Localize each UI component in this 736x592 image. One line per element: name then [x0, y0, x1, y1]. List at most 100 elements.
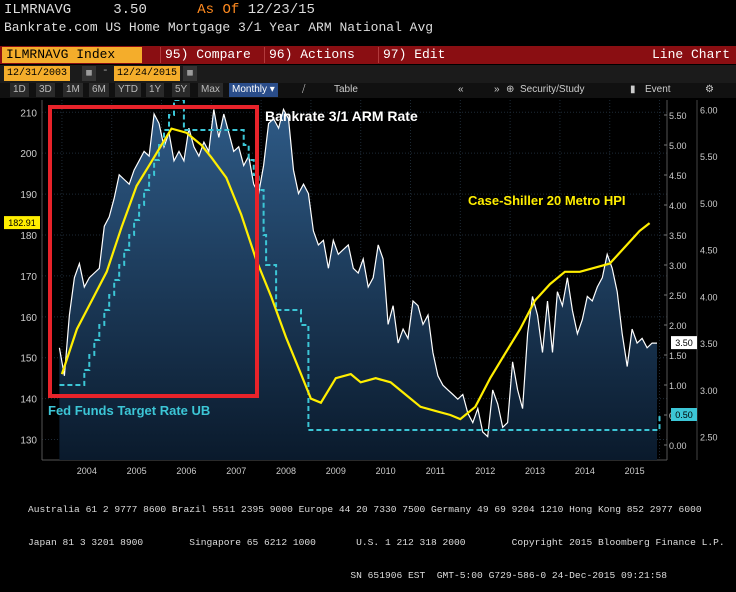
last-value-labels: 182.91 3.50 0.50 [4, 216, 697, 421]
footer-line-1: Australia 61 2 9777 8600 Brazil 5511 239… [28, 504, 702, 515]
period-1y[interactable]: 1Y [146, 83, 165, 97]
frequency-dropdown[interactable]: Monthly ▾ [229, 83, 278, 97]
start-date-field[interactable]: 12/31/2003 [4, 66, 71, 81]
right-tick-label: 6.00 [700, 105, 718, 115]
x-tick-label: 2014 [575, 466, 595, 476]
right-tick-label: 3.50 [700, 339, 718, 349]
period-max[interactable]: Max [198, 83, 223, 97]
mid-tick-label: 3.50 [669, 231, 687, 241]
gear-icon[interactable]: ⚙ [705, 84, 714, 95]
frequency-label: Monthly [232, 84, 268, 95]
edit-button[interactable]: 97) Edit [378, 47, 464, 63]
left-tick-label: 200 [20, 149, 37, 160]
left-tick-label: 160 [20, 313, 37, 324]
as-of-date: 12/23/15 [247, 2, 315, 18]
chart-canvas: 130 140 150 160 170 180 190 200 210 0.00 0.50 1.00… [0, 98, 736, 482]
x-tick-label: 2007 [226, 466, 246, 476]
hpi-last-value-box [4, 216, 40, 230]
chevron-down-icon: ▾ [269, 84, 275, 95]
footer-line-2: Japan 81 3 3201 8900 Singapore 65 6212 1… [28, 537, 725, 548]
calendar-icon[interactable]: ▦ [82, 66, 96, 81]
x-tick-label: 2013 [525, 466, 545, 476]
left-tick-label: 170 [20, 272, 37, 283]
right-tick-label: 4.50 [700, 246, 718, 256]
period-bar [0, 83, 736, 99]
left-tick-label: 210 [20, 108, 37, 119]
arm-rate-line [58, 107, 657, 438]
case-shiller-line [60, 127, 651, 421]
calendar-icon[interactable]: ▦ [183, 66, 197, 81]
ffr-last-value-box [671, 408, 697, 421]
mid-tick-label: 5.00 [669, 141, 687, 151]
highlight-box [48, 105, 259, 398]
ffr-last-value: 0.50 [675, 410, 693, 420]
scroll-right-icon[interactable]: » [494, 84, 500, 95]
left-tick-label: 190 [20, 190, 37, 201]
ticker-value: 3.50 [113, 2, 147, 18]
actions-button[interactable]: 96) Actions [264, 47, 366, 63]
x-tick-label: 2008 [276, 466, 296, 476]
period-ytd[interactable]: YTD [115, 83, 141, 97]
x-tick-label: 2006 [176, 466, 196, 476]
mid-tick-label: 0.00 [669, 441, 687, 451]
ffr-annotation: Fed Funds Target Rate UB [48, 403, 210, 418]
left-tick-label: 180 [20, 231, 37, 242]
x-tick-label: 2005 [127, 466, 147, 476]
arm-rate-area [59, 109, 657, 460]
scroll-left-icon[interactable]: « [458, 84, 464, 95]
left-tick-label: 140 [20, 395, 37, 406]
end-date-field[interactable]: 12/24/2015 [114, 66, 181, 81]
x-tick-label: 2012 [475, 466, 495, 476]
index-field[interactable]: ILMRNAVG Index [2, 47, 142, 63]
arm-annotation: Bankrate 3/1 ARM Rate [265, 108, 418, 124]
arm-last-value: 3.50 [675, 338, 693, 348]
table-button[interactable]: Table [334, 84, 358, 95]
x-tick-label: 2004 [77, 466, 97, 476]
as-of-label: As Of [197, 2, 240, 18]
arm-last-value-box [671, 336, 697, 350]
hpi-last-value: 182.91 [8, 218, 36, 228]
footer: Australia 61 2 9777 8600 Brazil 5511 239… [28, 482, 725, 592]
x-axis: 2004 2005 2006 2007 2008 2009 2010 2011 2012 2013… [77, 466, 645, 476]
chart-type-label: Line Chart [651, 47, 730, 62]
footer-line-3: SN 651906 EST GMT-5:00 G729-586-0 24-Dec… [28, 570, 668, 581]
fed-funds-line [59, 100, 661, 431]
period-6m[interactable]: 6M [89, 83, 109, 97]
compare-button[interactable]: 95) Compare [160, 47, 272, 63]
x-tick-label: 2010 [376, 466, 396, 476]
date-separator: - [102, 65, 109, 77]
right-axis: 2.50 3.00 3.50 4.00 4.50 5.00 5.50 6.00 [696, 100, 718, 460]
date-range-bar [0, 65, 736, 83]
period-1d[interactable]: 1D [10, 83, 29, 97]
right-tick-label: 5.50 [700, 152, 718, 162]
ticker-row: ILMRNAVG 3.50 As Of 12/23/15 [4, 2, 315, 18]
left-axis: 130 140 150 160 170 180 190 200 210 [20, 108, 37, 446]
event-icon[interactable]: ▮ [630, 84, 636, 95]
right-tick-label: 2.50 [700, 433, 718, 443]
period-3d[interactable]: 3D [36, 83, 55, 97]
security-study-icon[interactable]: ⊕ [506, 84, 515, 95]
ticker-symbol: ILMRNAVG [4, 2, 72, 18]
left-tick-label: 130 [20, 436, 37, 447]
security-description: Bankrate.com US Home Mortgage 3/1 Year A… [4, 20, 434, 35]
x-tick-label: 2015 [625, 466, 645, 476]
mid-tick-label: 3.00 [669, 261, 687, 271]
security-study-button[interactable]: Security/Study [520, 84, 585, 95]
period-5y[interactable]: 5Y [172, 83, 191, 97]
line-style-icon[interactable]: ⧸ [302, 84, 306, 95]
hpi-annotation: Case-Shiller 20 Metro HPI [468, 193, 626, 208]
left-tick-label: 150 [20, 354, 37, 365]
period-1m[interactable]: 1M [63, 83, 83, 97]
mid-tick-label: 1.50 [669, 351, 687, 361]
right-tick-label: 4.00 [700, 292, 718, 302]
mid-tick-label: 1.00 [669, 381, 687, 391]
mid-tick-label: 4.50 [669, 171, 687, 181]
right-tick-label: 3.00 [700, 386, 718, 396]
x-tick-label: 2009 [326, 466, 346, 476]
right-tick-label: 5.00 [700, 199, 718, 209]
mid-tick-label: 2.00 [669, 321, 687, 331]
mid-tick-label: 4.00 [669, 201, 687, 211]
mid-tick-label: 5.50 [669, 111, 687, 121]
x-tick-label: 2011 [426, 466, 445, 476]
event-button[interactable]: Event [645, 84, 671, 95]
